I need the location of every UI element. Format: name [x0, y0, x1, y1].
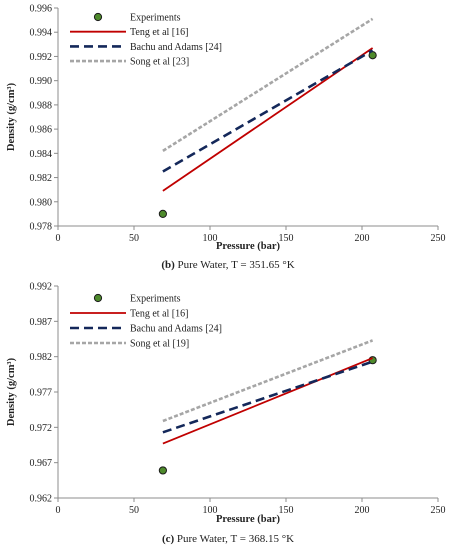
y-axis-label: Density (g/cm³) [6, 357, 17, 426]
panel-caption: (c) Pure Water, T = 368.15 °K [162, 533, 294, 545]
legend-label: Experiments [130, 13, 181, 24]
y-tick-label: 0.978 [30, 222, 53, 233]
x-tick-label: 250 [431, 233, 446, 244]
x-tick-label: 0 [56, 505, 61, 516]
series-line [162, 47, 374, 192]
y-tick-label: 0.987 [30, 317, 53, 328]
y-tick-label: 0.988 [30, 100, 53, 111]
y-tick-label: 0.980 [30, 197, 53, 208]
series-line [162, 17, 374, 153]
x-axis-label: Pressure (bar) [216, 241, 281, 252]
y-tick-label: 0.990 [30, 76, 53, 87]
x-tick-label: 50 [129, 233, 139, 244]
y-tick-label: 0.967 [30, 458, 53, 469]
x-tick-label: 0 [56, 233, 61, 244]
legend: Experiments Teng et al [16] Bachu and Adam… [70, 294, 222, 350]
chart-panel-2: 0.962 0.967 0.972 0.977 0.982 0.987 0.992 0 50 10… [6, 282, 446, 546]
x-tick-label: 150 [279, 233, 294, 244]
x-tick-label: 250 [431, 505, 446, 516]
y-tick-label: 0.977 [30, 388, 53, 399]
y-tick-label: 0.982 [30, 173, 53, 184]
legend-marker [93, 293, 103, 303]
legend-label: Song et al [23] [130, 57, 189, 68]
x-axis-label: Pressure (bar) [216, 514, 281, 525]
experiment-point [158, 209, 167, 218]
legend-label: Teng et al [16] [130, 27, 188, 38]
experiment-point [158, 466, 167, 475]
x-tick-label: 200 [355, 505, 370, 516]
panel-caption: (b) Pure Water, T = 351.65 °K [161, 259, 294, 271]
y-tick-label: 0.984 [30, 149, 53, 160]
series-line [162, 360, 374, 434]
y-tick-label: 0.982 [30, 352, 53, 363]
caption-text: Pure Water, T = 368.15 °K [174, 533, 294, 545]
legend-label: Bachu and Adams [24] [130, 42, 222, 53]
series-line [162, 339, 374, 423]
x-tick-label: 100 [203, 233, 218, 244]
y-tick-label: 0.986 [30, 125, 53, 136]
legend-label: Song et al [19] [130, 339, 189, 350]
x-tick-label: 200 [355, 233, 370, 244]
x-tick-label: 50 [129, 505, 139, 516]
y-tick-label: 0.962 [30, 494, 53, 505]
legend-label: Teng et al [16] [130, 309, 188, 320]
caption-text: Pure Water, T = 351.65 °K [175, 259, 295, 271]
x-tick-label: 100 [203, 505, 218, 516]
y-tick-label: 0.972 [30, 423, 53, 434]
legend-label: Bachu and Adams [24] [130, 324, 222, 335]
legend-marker [93, 12, 103, 22]
legend-label: Experiments [130, 294, 181, 305]
caption-label: (c) [162, 533, 175, 545]
series-line [162, 49, 374, 173]
y-axis-label: Density (g/cm³) [6, 82, 17, 151]
caption-label: (b) [161, 259, 175, 271]
x-tick-label: 150 [279, 505, 294, 516]
y-tick-label: 0.994 [30, 28, 53, 39]
chart-panel-1: 0.978 0.980 0.982 0.984 0.986 0.988 0.990 0.992… [6, 4, 446, 272]
legend: Experiments Teng et al [16] Bachu and Adam… [70, 13, 222, 68]
y-tick-label: 0.992 [30, 282, 53, 293]
y-tick-label: 0.996 [30, 4, 53, 15]
y-tick-label: 0.992 [30, 52, 53, 63]
